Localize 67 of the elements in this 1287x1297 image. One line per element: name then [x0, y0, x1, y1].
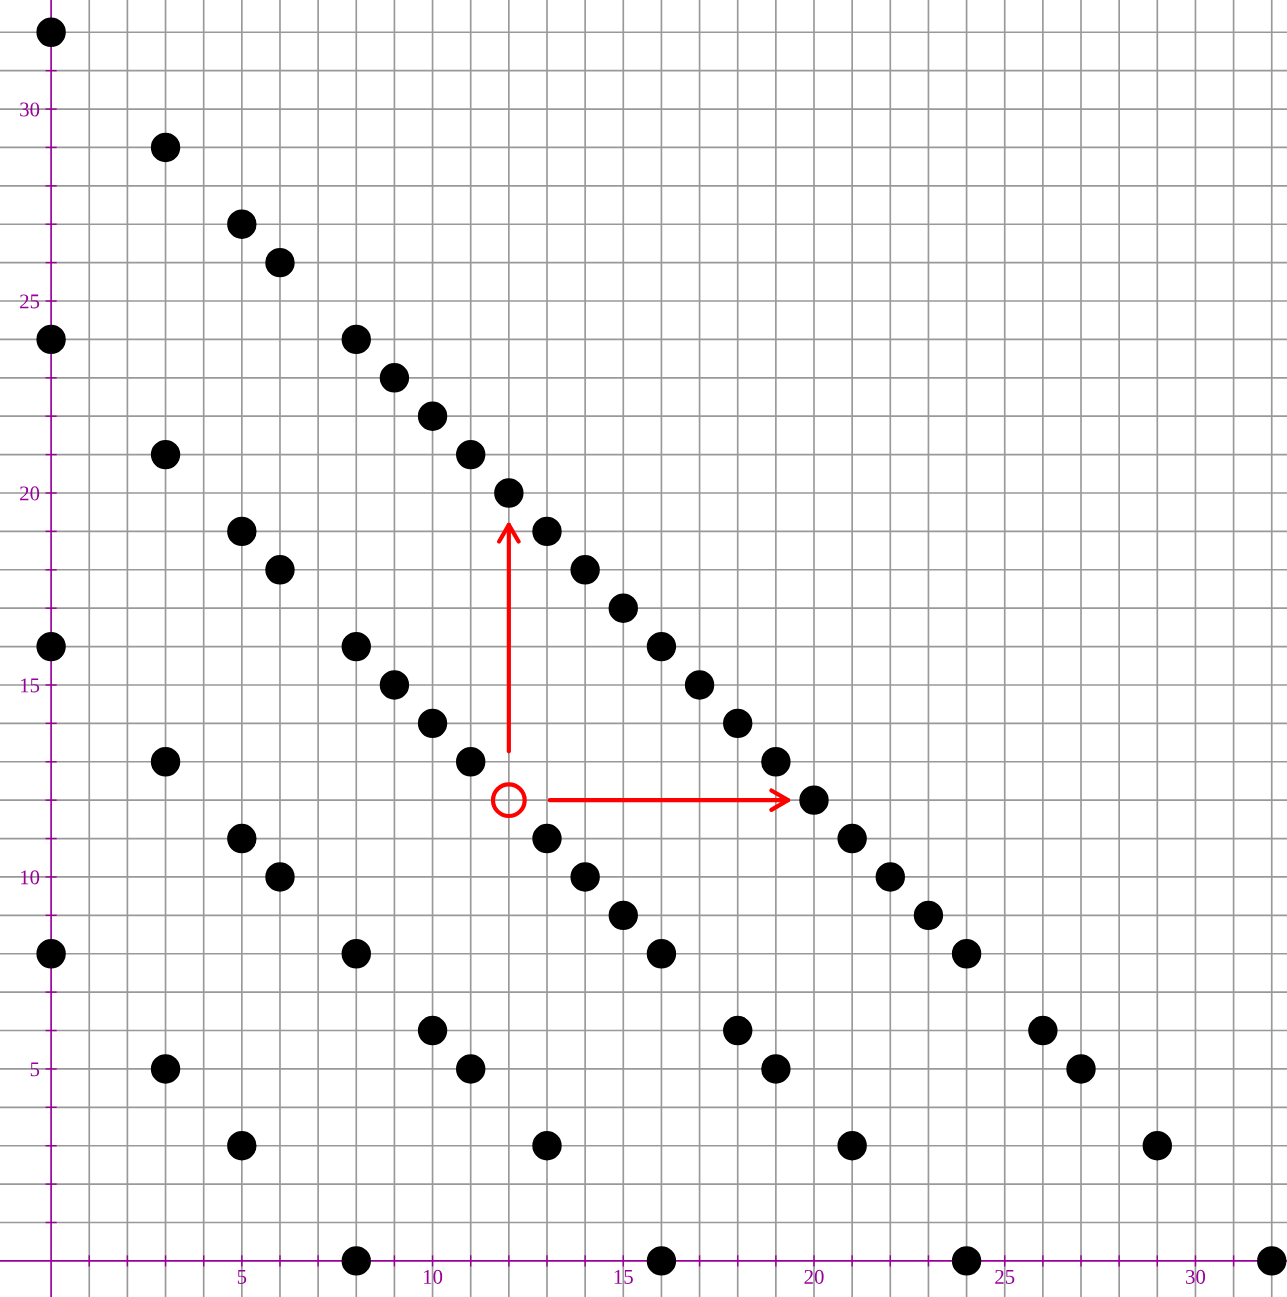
point [341, 631, 371, 662]
y-tick-label: 15 [21, 678, 40, 693]
point [36, 324, 66, 355]
point [379, 670, 410, 700]
x-tick-label: 10 [423, 1269, 443, 1284]
point [150, 1054, 181, 1084]
point [1028, 1015, 1058, 1046]
point [150, 439, 181, 470]
point [570, 862, 600, 892]
point [875, 862, 905, 892]
x-tick-label: 30 [1186, 1269, 1206, 1284]
point [1142, 1131, 1173, 1161]
point [646, 939, 677, 969]
point [456, 747, 486, 777]
point [379, 363, 410, 393]
point [150, 132, 181, 163]
point [36, 17, 66, 47]
point [227, 823, 257, 854]
point [1257, 1246, 1287, 1276]
point [456, 439, 486, 470]
point [1066, 1054, 1096, 1084]
point [265, 247, 295, 278]
point [150, 747, 181, 777]
y-tick-label: 25 [20, 294, 40, 309]
point [761, 747, 791, 777]
point [456, 1054, 486, 1084]
point [341, 939, 371, 969]
point [646, 631, 677, 662]
y-tick-label: 20 [20, 486, 40, 501]
point [913, 900, 944, 931]
point [36, 631, 66, 662]
point [532, 516, 562, 547]
point [265, 555, 295, 585]
point [227, 516, 257, 547]
point [417, 708, 448, 739]
point [570, 555, 600, 585]
x-tick-label: 25 [995, 1269, 1015, 1284]
point [646, 1246, 677, 1276]
point [36, 939, 66, 969]
x-tick-label: 5 [237, 1270, 247, 1284]
point [608, 900, 638, 931]
point [837, 1131, 867, 1161]
y-tick-label: 10 [21, 870, 40, 885]
point [227, 1131, 257, 1161]
point [532, 823, 562, 854]
point [417, 1015, 448, 1046]
point [490, 782, 527, 819]
point [341, 324, 371, 355]
point [265, 862, 295, 892]
point [723, 708, 753, 739]
x-tick-label: 15 [614, 1269, 633, 1284]
point [837, 823, 867, 854]
point [494, 478, 524, 508]
y-tick-label: 30 [20, 102, 40, 117]
y-tick-label: 5 [30, 1062, 40, 1077]
point [799, 785, 829, 815]
point [532, 1131, 562, 1161]
point [227, 209, 257, 239]
point [684, 670, 715, 700]
point [951, 1246, 982, 1276]
point [761, 1054, 791, 1084]
point [951, 939, 982, 969]
point [608, 593, 638, 623]
point [723, 1015, 753, 1046]
point [341, 1246, 371, 1276]
x-tick-label: 20 [804, 1269, 824, 1284]
point [417, 401, 448, 431]
